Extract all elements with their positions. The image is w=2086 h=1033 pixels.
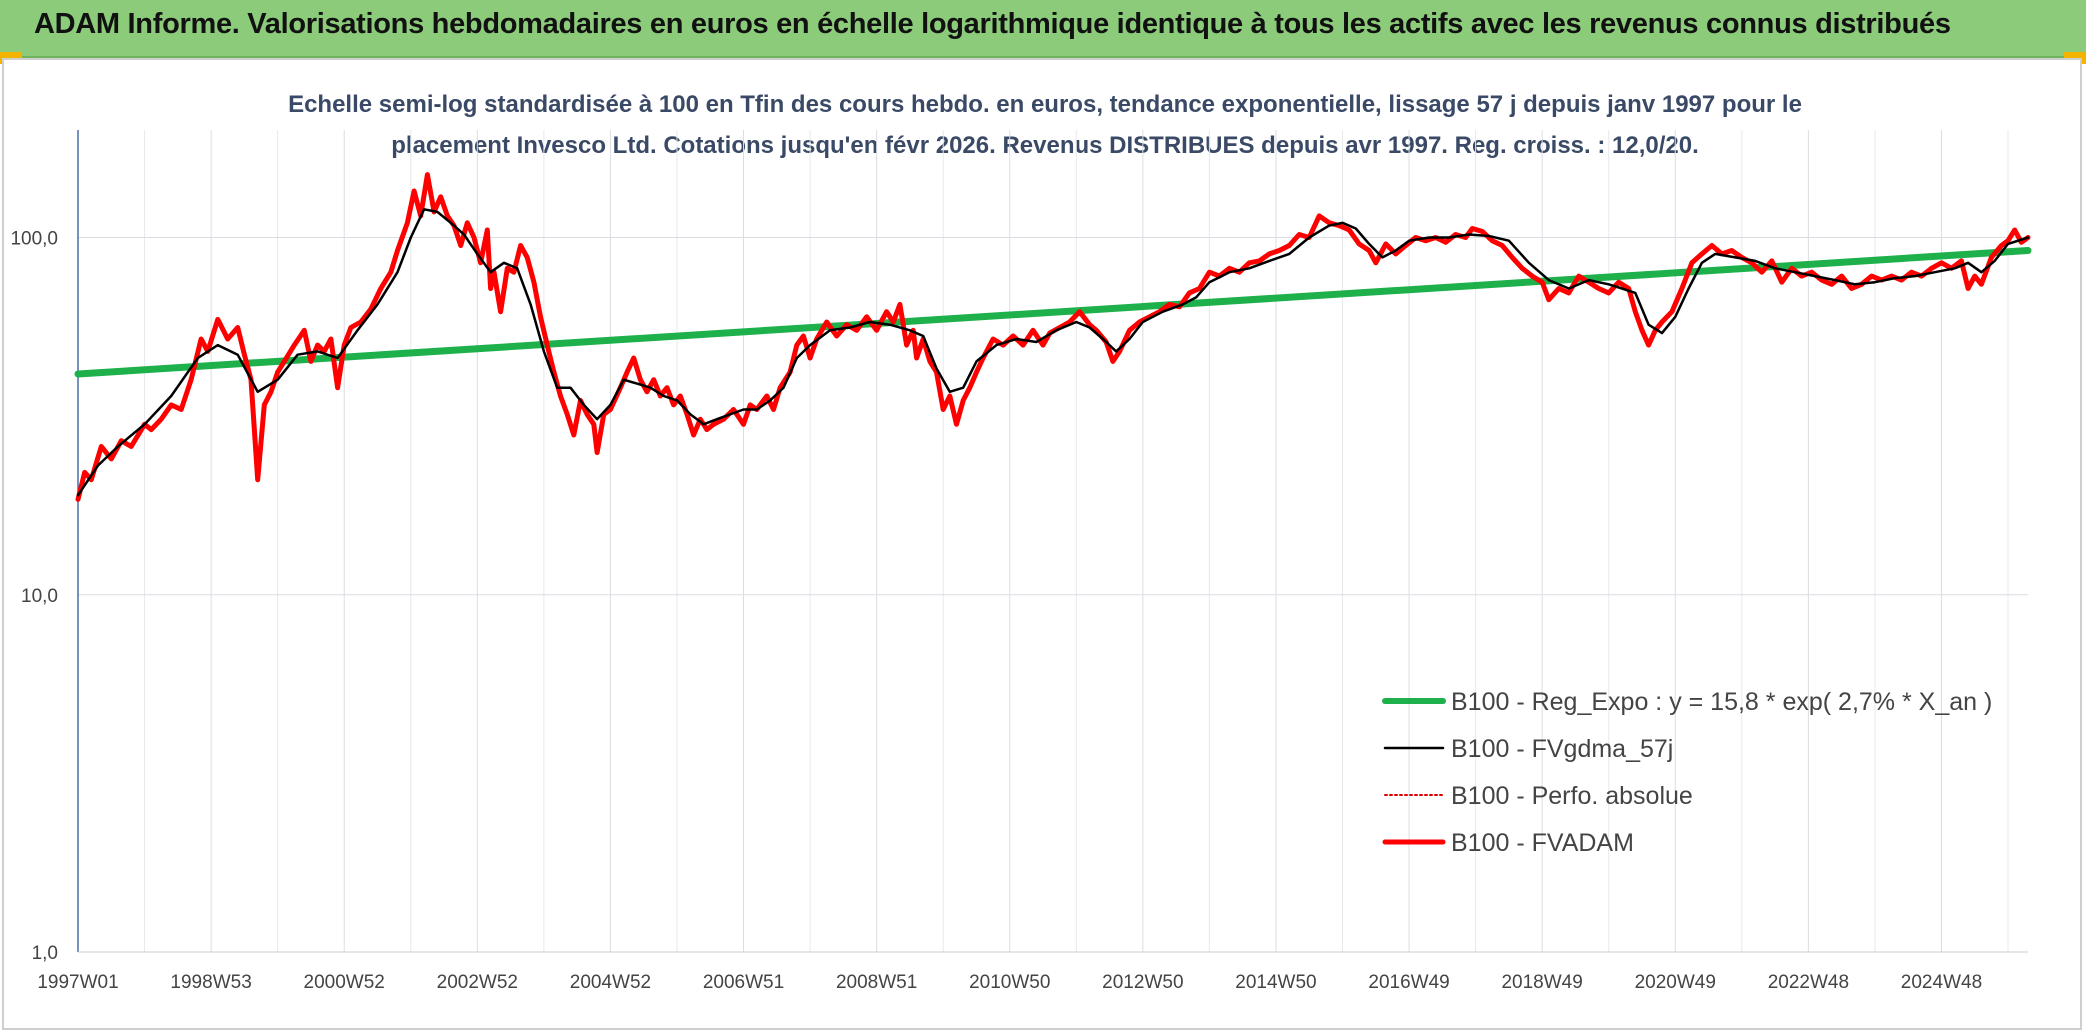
series-fvadam-line [75, 172, 2031, 502]
x-tick-label: 2010W50 [969, 972, 1050, 993]
x-tick-label: 2004W52 [570, 972, 651, 993]
series-layer [74, 172, 2032, 502]
axes: 1997W01 1998W53 2000W52 2002W52 2004W52 2006W… [10, 130, 2028, 993]
x-tick-label: 1997W01 [37, 972, 118, 993]
chart-frame [2, 58, 2082, 1030]
series-reg-expo-line [74, 247, 2032, 378]
x-tick-label: 2008W51 [836, 972, 917, 993]
legend: B100 - Reg_Expo : y = 15,8 * exp( 2,7% *… [1382, 688, 1992, 857]
x-tick-label: 2016W49 [1368, 972, 1449, 993]
x-tick-label: 2006W51 [703, 972, 784, 993]
legend-label: B100 - Reg_Expo : y = 15,8 * exp( 2,7% *… [1451, 688, 1992, 716]
x-tick-label: 2000W52 [304, 972, 385, 993]
report-header: ADAM Informe. Valorisations hebdomadaire… [0, 0, 2086, 58]
y-tick-label: 1,0 [32, 943, 58, 964]
x-tick-label: 1998W53 [170, 972, 251, 993]
chart-title-line-1: Echelle semi-log standardisée à 100 en T… [288, 91, 1802, 118]
chart-title-line-2: placement Invesco Ltd. Cotations jusqu'e… [391, 132, 1699, 159]
legend-label: B100 - FVgdma_57j [1451, 735, 1673, 763]
report-title: ADAM Informe. Valorisations hebdomadaire… [34, 8, 1951, 40]
y-tick-label: 100,0 [10, 229, 58, 250]
legend-label: B100 - Perfo. absolue [1451, 782, 1693, 810]
series-fvgdma-line [76, 208, 2030, 497]
y-tick-label: 10,0 [21, 586, 58, 607]
legend-label: B100 - FVADAM [1451, 829, 1634, 857]
x-tick-label: 2024W48 [1901, 972, 1982, 993]
x-tick-label: 2014W50 [1235, 972, 1316, 993]
x-tick-label: 2012W50 [1102, 972, 1183, 993]
x-tick-label: 2002W52 [437, 972, 518, 993]
x-tick-label: 2020W49 [1635, 972, 1716, 993]
x-tick-label: 2022W48 [1768, 972, 1849, 993]
x-tick-label: 2018W49 [1501, 972, 1582, 993]
